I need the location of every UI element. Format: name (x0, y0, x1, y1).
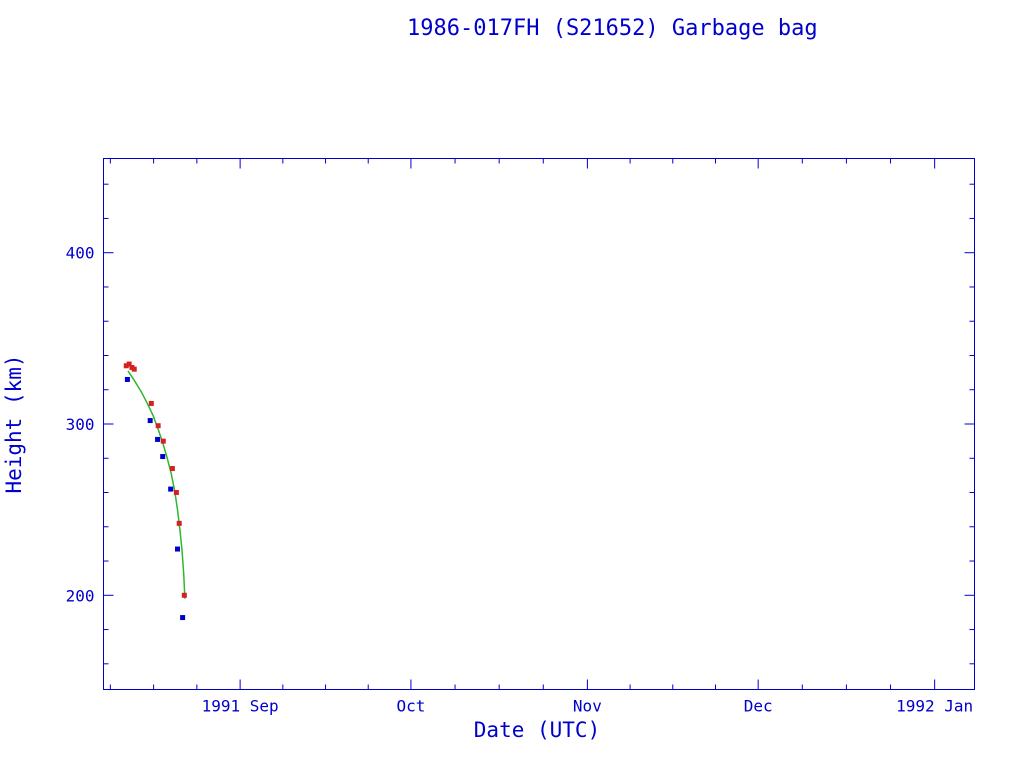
x-tick-label: Dec (744, 697, 773, 716)
perigee-point (160, 454, 166, 460)
apogee-point (176, 520, 182, 526)
perigee-point (175, 546, 181, 552)
y-tick-label: 400 (66, 244, 95, 263)
y-tick-label: 300 (66, 415, 95, 434)
x-tick-label: 1992 Jan (896, 697, 973, 716)
fit-curve (127, 370, 186, 599)
apogee-point (169, 466, 175, 472)
perigee-point (180, 615, 186, 621)
apogee-point (155, 423, 161, 429)
x-tick-label: Oct (396, 697, 425, 716)
apogee-point (173, 490, 179, 496)
x-tick-label: Nov (573, 697, 602, 716)
y-tick-label: 200 (66, 586, 95, 605)
apogee-point (148, 400, 154, 406)
perigee-point (124, 376, 130, 382)
perigee-point (147, 418, 153, 424)
apogee-point (160, 438, 166, 444)
apogee-point (181, 592, 187, 598)
plot-border (103, 158, 975, 690)
apogee-point (126, 361, 132, 367)
apogee-point (131, 366, 137, 372)
x-axis-title: Date (UTC) (473, 718, 601, 742)
x-tick-label: 1991 Sep (202, 697, 279, 716)
chart-title: 1986-017FH (S21652) Garbage bag (407, 16, 818, 41)
perigee-point (168, 486, 174, 492)
perigee-point (155, 436, 161, 442)
apogee-point (123, 363, 129, 369)
